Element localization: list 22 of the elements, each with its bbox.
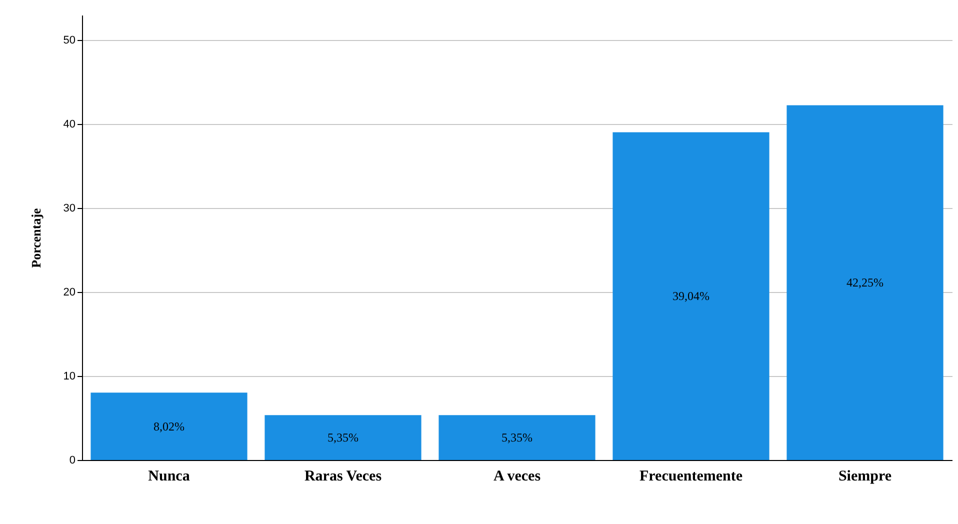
bar: [90, 392, 248, 460]
x-tick-label: Siempre: [838, 468, 892, 484]
x-tick-label: Frecuentemente: [639, 468, 743, 484]
bar: [612, 132, 770, 460]
y-tick-label: 30: [63, 202, 76, 215]
y-tick-label: 50: [63, 34, 76, 47]
y-tick-label: 0: [69, 454, 76, 466]
y-tick-label: 10: [63, 370, 76, 383]
data-label: 8,02%: [154, 419, 184, 434]
data-label: 42,25%: [846, 276, 884, 290]
data-label: 5,35%: [502, 430, 532, 445]
y-tick-label: 20: [63, 286, 76, 299]
x-tick-label: A veces: [493, 468, 541, 484]
y-tick-label: 40: [63, 118, 76, 131]
bar: [264, 415, 422, 460]
y-axis-title: Porcentaje: [28, 208, 44, 268]
bar: [786, 105, 944, 460]
x-tick-label: Raras Veces: [304, 468, 382, 484]
bar: [438, 415, 596, 460]
x-tick-label: Nunca: [148, 468, 190, 484]
data-label: 5,35%: [328, 430, 358, 445]
data-label: 39,04%: [672, 289, 710, 304]
